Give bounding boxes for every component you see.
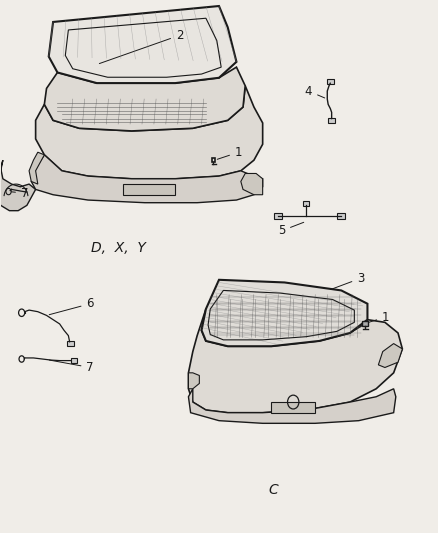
Polygon shape bbox=[378, 344, 403, 368]
Text: C: C bbox=[268, 483, 279, 497]
Text: 7: 7 bbox=[49, 360, 94, 374]
Polygon shape bbox=[31, 155, 263, 203]
Text: 7: 7 bbox=[11, 187, 28, 200]
Polygon shape bbox=[188, 373, 199, 389]
Polygon shape bbox=[188, 309, 403, 413]
Polygon shape bbox=[49, 6, 237, 83]
Polygon shape bbox=[0, 160, 35, 211]
Text: 4: 4 bbox=[305, 85, 325, 98]
Text: 1: 1 bbox=[368, 311, 389, 324]
FancyBboxPatch shape bbox=[327, 79, 334, 84]
FancyBboxPatch shape bbox=[303, 201, 309, 206]
FancyBboxPatch shape bbox=[67, 341, 74, 346]
Text: 3: 3 bbox=[331, 272, 364, 289]
FancyBboxPatch shape bbox=[337, 213, 345, 219]
Polygon shape bbox=[201, 280, 367, 346]
Text: 6: 6 bbox=[49, 297, 94, 314]
Text: D,  X,  Y: D, X, Y bbox=[91, 241, 146, 255]
Polygon shape bbox=[188, 389, 396, 423]
FancyBboxPatch shape bbox=[328, 118, 335, 123]
Polygon shape bbox=[123, 184, 175, 195]
Polygon shape bbox=[206, 296, 363, 341]
FancyBboxPatch shape bbox=[275, 213, 283, 219]
Polygon shape bbox=[44, 67, 245, 131]
Polygon shape bbox=[29, 152, 44, 184]
Text: 2: 2 bbox=[99, 29, 184, 63]
FancyBboxPatch shape bbox=[71, 358, 77, 363]
Polygon shape bbox=[272, 402, 315, 413]
Text: 1: 1 bbox=[217, 146, 242, 159]
FancyBboxPatch shape bbox=[362, 321, 368, 326]
Text: 5: 5 bbox=[278, 222, 304, 237]
Polygon shape bbox=[35, 86, 263, 179]
Polygon shape bbox=[241, 173, 263, 195]
